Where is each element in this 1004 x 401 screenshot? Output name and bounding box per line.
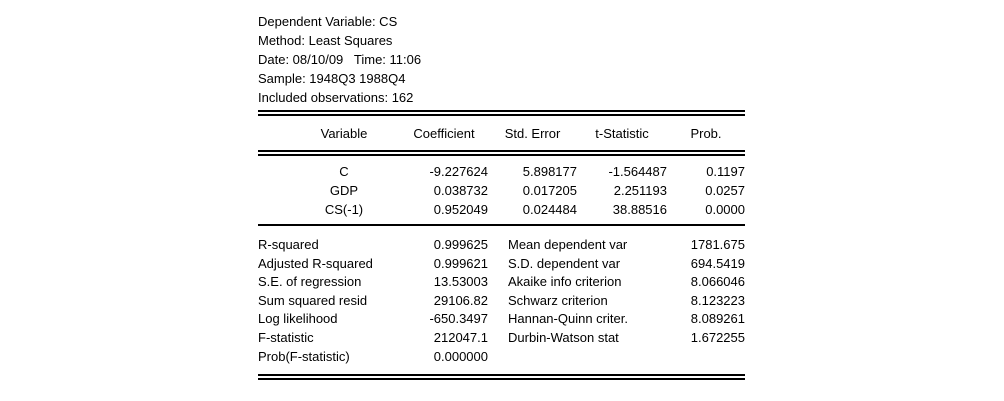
stats-row: F-statistic 212047.1 Durbin-Watson stat …: [258, 329, 745, 348]
divider-double-top: [258, 110, 745, 116]
stat-label: Log likelihood: [258, 311, 338, 327]
stat-label: [508, 348, 658, 367]
divider-double-bottom: [258, 374, 745, 381]
divider-double-under-header: [258, 150, 745, 156]
stat-value: 8.123223: [690, 292, 745, 308]
coef-table-body: C -9.227624 5.898177 -1.564487 0.1197 GD…: [258, 156, 745, 224]
stats-row: R-squared 0.999625 Mean dependent var 17…: [258, 236, 745, 255]
stat-label: Durbin-Watson stat: [508, 329, 619, 345]
regression-output: Dependent Variable: CS Method: Least Squ…: [258, 12, 745, 381]
prob-value: 0.0257: [705, 183, 745, 198]
stat-value: -650.3497: [429, 311, 488, 327]
prob-value: 0.0000: [705, 202, 745, 217]
col-header-coefficient: Coefficient: [413, 125, 475, 141]
table-row: GDP 0.038732 0.017205 2.251193 0.0257: [258, 181, 745, 200]
stats-row: Sum squared resid 29106.82 Schwarz crite…: [258, 292, 745, 311]
stat-label: S.E. of regression: [258, 274, 362, 290]
col-header-t-statistic: t-Statistic: [595, 125, 649, 141]
coefficient-value: 0.038732: [433, 183, 488, 198]
std-error-value: 0.017205: [522, 183, 577, 198]
std-error-value: 0.024484: [522, 202, 577, 217]
col-header-std-error: Std. Error: [504, 125, 561, 141]
date-time-line: Date: 08/10/09 Time: 11:06: [258, 52, 422, 67]
table-row: CS(-1) 0.952049 0.024484 38.88516 0.0000: [258, 200, 745, 219]
stat-label: Adjusted R-squared: [258, 255, 373, 271]
stat-value: 0.999625: [433, 237, 488, 252]
stats-row: Adjusted R-squared 0.999621 S.D. depende…: [258, 255, 745, 274]
t-statistic-value: 38.88516: [612, 202, 667, 217]
stat-label: F-statistic: [258, 329, 314, 345]
stat-value: 8.089261: [690, 311, 745, 327]
table-row: C -9.227624 5.898177 -1.564487 0.1197: [258, 162, 745, 181]
stat-value: 212047.1: [433, 329, 488, 345]
stat-value: 0.999621: [433, 255, 488, 271]
variable-name: CS(-1): [324, 202, 364, 217]
stats-row: Prob(F-statistic) 0.000000: [258, 348, 745, 367]
sample-line: Sample: 1948Q3 1988Q4: [258, 71, 406, 86]
std-error-value: 5.898177: [522, 164, 577, 179]
coef-table-header-row: Variable Coefficient Std. Error t-Statis…: [258, 116, 745, 150]
report-header: Dependent Variable: CS Method: Least Squ…: [258, 12, 745, 107]
t-statistic-value: -1.564487: [608, 164, 667, 179]
divider-single: [258, 224, 745, 226]
stat-label: Akaike info criterion: [508, 274, 622, 290]
method-line: Method: Least Squares: [258, 33, 393, 48]
stat-value: [658, 348, 745, 367]
stat-label: R-squared: [258, 237, 319, 252]
t-statistic-value: 2.251193: [613, 183, 667, 198]
stats-row: Log likelihood -650.3497 Hannan-Quinn cr…: [258, 310, 745, 329]
coefficient-value: 0.952049: [433, 202, 488, 217]
dependent-variable-line: Dependent Variable: CS: [258, 14, 398, 29]
variable-name: GDP: [329, 183, 359, 198]
stat-value: 29106.82: [433, 292, 488, 308]
coefficient-value: -9.227624: [429, 164, 488, 179]
col-header-variable: Variable: [320, 125, 368, 141]
stat-value: 0.000000: [433, 348, 488, 364]
stats-row: S.E. of regression 13.53003 Akaike info …: [258, 273, 745, 292]
stat-value: 694.5419: [690, 255, 745, 271]
stat-label: Mean dependent var: [508, 237, 628, 252]
stat-value: 13.53003: [433, 274, 488, 290]
stat-label: Prob(F-statistic): [258, 348, 350, 364]
stat-value: 8.066046: [690, 274, 745, 290]
stat-label: Schwarz criterion: [508, 292, 608, 308]
summary-statistics: R-squared 0.999625 Mean dependent var 17…: [258, 226, 745, 374]
observations-line: Included observations: 162: [258, 90, 414, 105]
variable-name: C: [339, 164, 349, 179]
stat-label: Sum squared resid: [258, 292, 368, 308]
col-header-prob: Prob.: [690, 125, 722, 141]
stat-value: 1.672255: [690, 329, 745, 345]
stat-value: 1781.675: [690, 237, 745, 252]
prob-value: 0.1197: [706, 164, 745, 179]
stat-label: S.D. dependent var: [508, 255, 621, 271]
stat-label: Hannan-Quinn criter.: [508, 311, 628, 327]
